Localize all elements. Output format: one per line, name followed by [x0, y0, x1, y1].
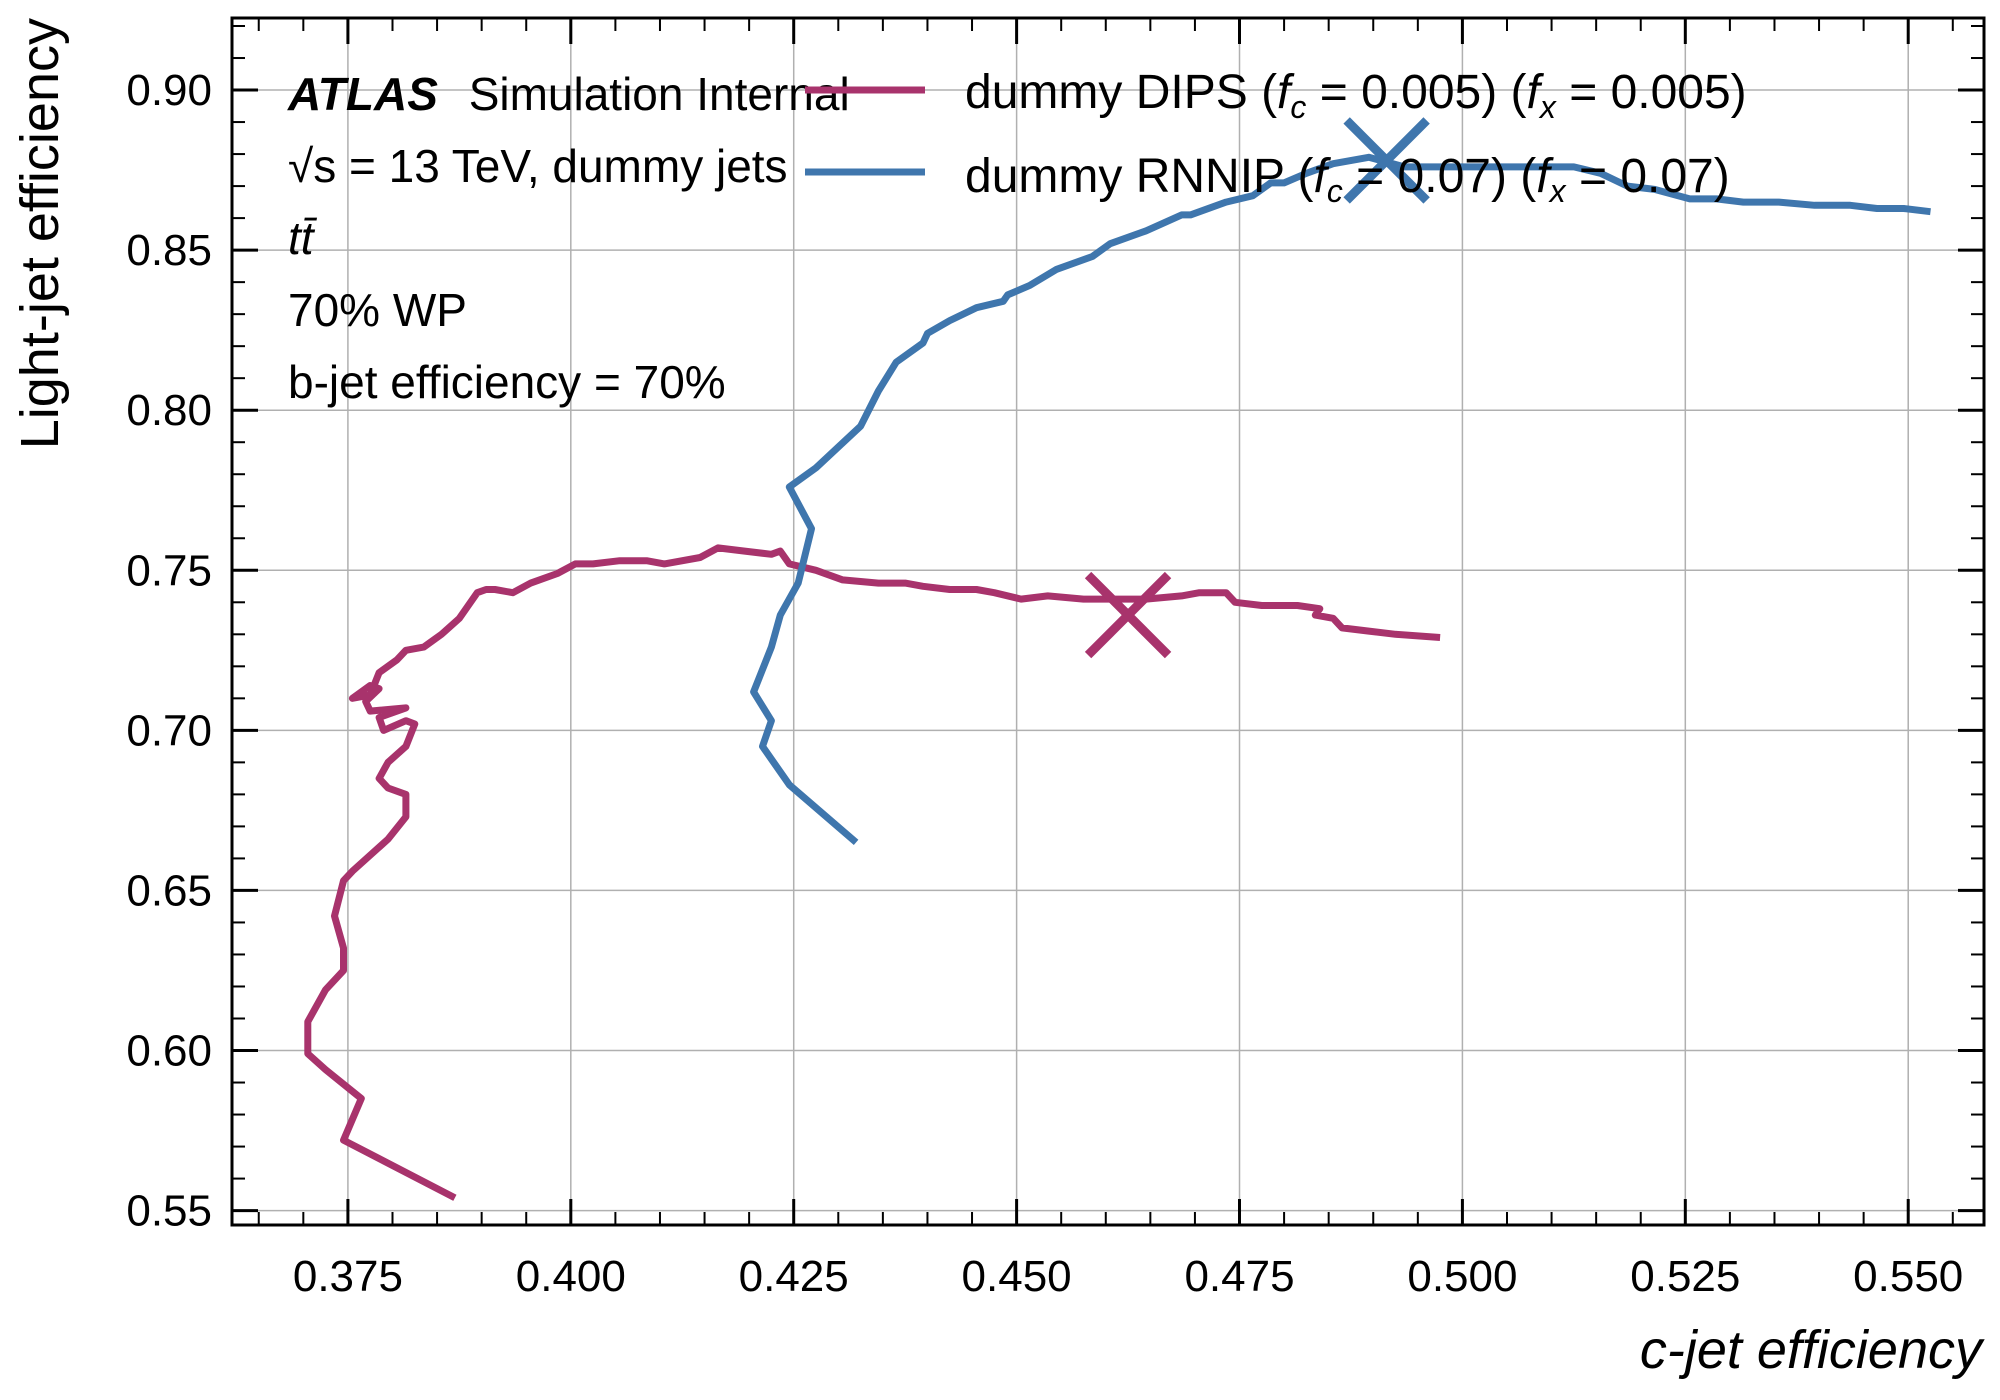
- series-line-1: [750, 153, 1931, 846]
- legend-dips-main: dummy DIPS (: [965, 66, 1277, 119]
- beff-label: b-jet efficiency = 70%: [288, 356, 726, 408]
- x-tick-label: 0.525: [1630, 1252, 1740, 1301]
- y-tick-label: 0.90: [126, 66, 212, 115]
- atlas-label: ATLAS: [287, 68, 438, 120]
- legend-rnnip-main: dummy RNNIP (: [965, 150, 1314, 203]
- grid-lines: [232, 18, 1984, 1225]
- y-tick-label: 0.60: [126, 1027, 212, 1076]
- x-tick-label: 0.475: [1184, 1252, 1294, 1301]
- energy-label: √s = 13 TeV, dummy jets: [288, 140, 788, 192]
- marker-stroke-b: [1343, 117, 1430, 204]
- legend-dips-sub2: x: [1538, 89, 1557, 125]
- tick-labels: 0.375 0.400 0.425 0.450 0.475 0.500 0.525 0.550…: [126, 66, 1963, 1301]
- y-tick-label: 0.80: [126, 386, 212, 435]
- y-tick-label: 0.55: [126, 1187, 212, 1236]
- legend: dummy DIPS (fc = 0.005) (fx = 0.005) dum…: [805, 66, 1747, 209]
- working-point-marker-1: [1343, 117, 1430, 204]
- y-tick-label: 0.85: [126, 226, 212, 275]
- x-tick-label: 0.450: [962, 1252, 1072, 1301]
- x-axis-label: c-jet efficiency: [1640, 1320, 1985, 1380]
- wp-label: 70% WP: [288, 284, 467, 336]
- working-point-marker-0: [1084, 571, 1172, 659]
- svg-text:ATLAS Simulation Interna: ATLAS Simulation Internal: [287, 68, 850, 120]
- atlas-info-block: ATLAS Simulation Internal √s = 13 TeV, d…: [287, 68, 850, 408]
- x-tick-label: 0.400: [516, 1252, 626, 1301]
- marker-stroke-b: [1084, 571, 1172, 659]
- x-tick-label: 0.375: [293, 1252, 403, 1301]
- y-tick-label: 0.70: [126, 706, 212, 755]
- legend-rnnip-sub2: x: [1548, 173, 1567, 209]
- legend-rnnip-sub1: c: [1327, 173, 1343, 209]
- y-tick-label: 0.75: [126, 546, 212, 595]
- legend-dips-eq1: = 0.005) (: [1306, 66, 1526, 119]
- legend-dips-sub1: c: [1290, 89, 1306, 125]
- x-tick-label: 0.425: [739, 1252, 849, 1301]
- x-axis-label-text: c-jet efficiency: [1640, 1320, 1985, 1380]
- legend-rnnip-eq2: = 0.07): [1566, 150, 1730, 203]
- x-tick-label: 0.500: [1407, 1252, 1517, 1301]
- status-label: Simulation Internal: [469, 68, 850, 120]
- axis-ticks: [232, 18, 1984, 1225]
- legend-dips-eq2: = 0.005): [1556, 66, 1747, 119]
- legend-entry-rnnip: dummy RNNIP (fc = 0.07) (fx = 0.07): [965, 150, 1730, 209]
- process-label: tt̄: [288, 212, 318, 264]
- x-tick-label: 0.550: [1853, 1252, 1963, 1301]
- y-tick-label: 0.65: [126, 866, 212, 915]
- plot-frame: [230, 16, 1986, 1227]
- y-axis-label: Light-jet efficiency: [10, 18, 70, 449]
- series-layer: [304, 117, 1931, 1201]
- legend-rnnip-eq1: = 0.07) (: [1343, 150, 1536, 203]
- legend-entry-dips: dummy DIPS (fc = 0.005) (fx = 0.005): [965, 66, 1747, 125]
